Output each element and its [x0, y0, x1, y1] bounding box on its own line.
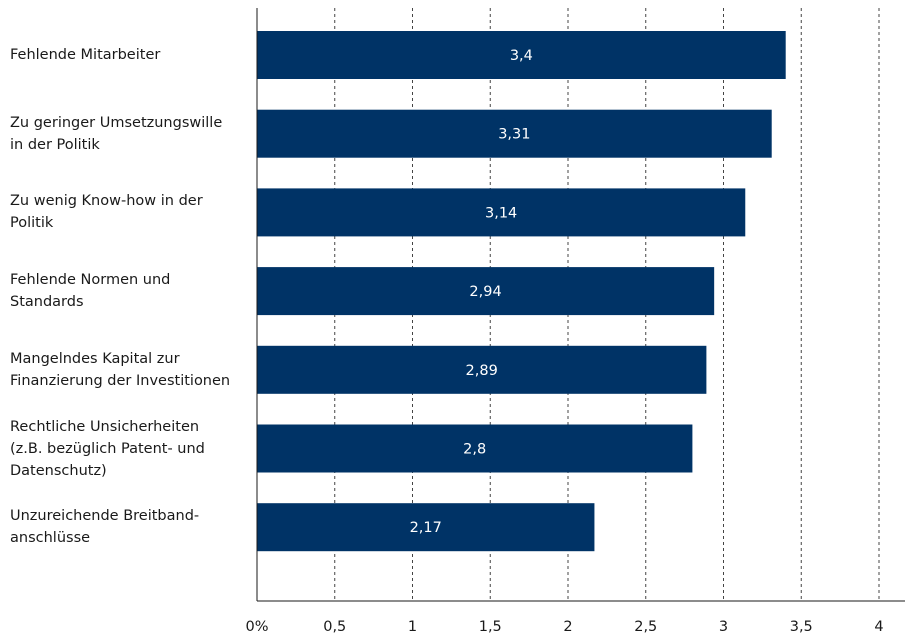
category-label: Mangelndes Kapital zur Finanzierung der I…	[10, 348, 254, 392]
x-tick-label: 2	[563, 619, 573, 635]
category-label-line: Rechtliche Unsicherheiten	[10, 418, 200, 435]
bar	[257, 188, 746, 237]
x-tick-label: 0,5	[323, 619, 347, 635]
category-label-line: Unzureichende Breitband-	[10, 508, 200, 525]
x-tick-label: 2,5	[634, 619, 658, 635]
bar-value-label: 2,89	[466, 363, 498, 379]
category-label: Fehlende Normen und Standards	[10, 269, 254, 313]
x-tick-label: 1,5	[478, 619, 502, 635]
bar-value-label: 2,94	[469, 284, 501, 300]
axes	[256, 8, 905, 602]
bar	[257, 31, 786, 79]
x-tick-label: 4	[874, 619, 884, 635]
bar-value-label: 2,17	[410, 520, 442, 536]
category-label: Zu wenig Know-how in der Politik	[10, 190, 254, 234]
category-label-line: Mangelndes Kapital zur	[10, 350, 180, 367]
category-label-line: Zu wenig Know-how in der	[10, 193, 203, 210]
bar	[257, 503, 595, 552]
bar-value-label: 3,14	[485, 205, 517, 221]
x-tick-label: 3	[718, 619, 729, 635]
category-label-line: Politik	[10, 215, 54, 232]
x-tick-label: 1	[407, 619, 418, 635]
category-label-line: Fehlende Mitarbeiter	[10, 47, 161, 63]
category-label-line: (z.B. bezüglich Patent- und	[10, 440, 205, 457]
bar	[257, 109, 772, 158]
category-label-line: Fehlende Normen und	[10, 272, 171, 289]
category-label-line: Datenschutz)	[10, 462, 107, 479]
category-label-line: Zu geringer Umsetzungswille	[10, 114, 223, 131]
category-label: Unzureichende Breitband-anschlüsse	[10, 505, 254, 549]
x-tick-label: 3,5	[789, 619, 813, 635]
category-label: Fehlende Mitarbeiter	[10, 44, 254, 66]
bar	[257, 345, 707, 394]
bar	[257, 267, 715, 316]
bar	[257, 424, 693, 473]
category-label: Zu geringer Umsetzungswille in der Politi…	[10, 112, 254, 156]
bar-value-label: 2,8	[463, 442, 486, 458]
x-tick-label: 0%	[245, 619, 269, 635]
category-label-line: Finanzierung der Investitionen	[10, 372, 231, 389]
category-label-line: in der Politik	[10, 136, 100, 153]
bar-value-label: 3,4	[510, 48, 533, 64]
bar-value-label: 3,31	[498, 127, 530, 143]
bars: 3,4 3,31 3,14 2,94 2,89 2,8 2,17	[257, 31, 786, 552]
category-label-line: Standards	[10, 294, 84, 311]
category-label: Rechtliche Unsicherheiten (z.B. bezüglich…	[10, 416, 254, 482]
category-label-line: anschlüsse	[10, 530, 91, 547]
